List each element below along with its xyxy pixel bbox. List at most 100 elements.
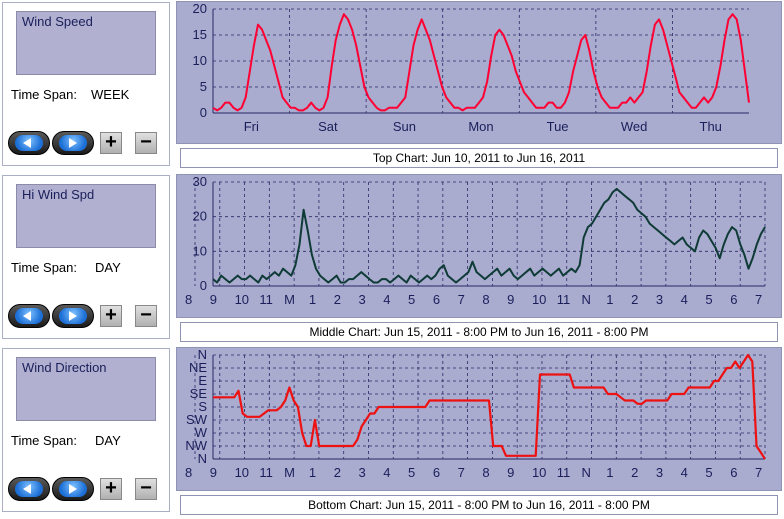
previous-icon xyxy=(23,484,31,494)
zoom-out-button[interactable]: − xyxy=(135,132,157,154)
y-tick-label: 15 xyxy=(193,27,207,42)
x-tick-label: 8 xyxy=(185,465,192,480)
panel-bottom: Wind Direction Time Span: DAY + − xyxy=(2,348,170,512)
x-tick-label: 11 xyxy=(557,465,571,480)
zoom-in-button[interactable]: + xyxy=(100,305,122,327)
time-span-value: DAY xyxy=(95,260,121,275)
y-tick-label: SW xyxy=(186,412,208,427)
y-tick-label: 0 xyxy=(200,278,207,293)
x-tick-label: 10 xyxy=(532,292,546,307)
next-button[interactable] xyxy=(52,304,94,328)
x-tick-label: 5 xyxy=(408,465,415,480)
next-button[interactable] xyxy=(52,131,94,155)
x-tick-label: 11 xyxy=(259,292,273,307)
x-tick-label: 2 xyxy=(631,292,638,307)
time-span-label: Time Span: xyxy=(11,433,77,448)
x-tick-label: 3 xyxy=(358,465,365,480)
y-tick-label: 20 xyxy=(193,2,207,16)
x-tick-label: Sun xyxy=(393,119,416,134)
y-tick-label: NW xyxy=(185,438,207,453)
x-tick-label: M xyxy=(284,465,295,480)
x-tick-label: Wed xyxy=(621,119,648,134)
zoom-in-button[interactable]: + xyxy=(100,478,122,500)
y-tick-label: 30 xyxy=(193,175,207,189)
x-tick-label: Fri xyxy=(244,119,259,134)
chart-selector-middle[interactable]: Hi Wind Spd xyxy=(16,184,156,248)
panel-top: Wind Speed Time Span: WEEK + − xyxy=(2,2,170,166)
x-tick-label: 2 xyxy=(334,292,341,307)
x-tick-label: 11 xyxy=(557,292,571,307)
x-tick-label: 5 xyxy=(408,292,415,307)
x-tick-label: 4 xyxy=(383,292,390,307)
x-tick-label: 1 xyxy=(309,465,316,480)
series-line xyxy=(212,13,750,112)
x-tick-label: 3 xyxy=(358,292,365,307)
chart-selector-top[interactable]: Wind Speed xyxy=(16,11,156,75)
x-tick-label: Tue xyxy=(547,119,569,134)
zoom-in-button[interactable]: + xyxy=(100,132,122,154)
y-tick-label: N xyxy=(198,451,207,466)
x-tick-label: 10 xyxy=(235,465,249,480)
zoom-out-button[interactable]: − xyxy=(135,305,157,327)
x-tick-label: 4 xyxy=(681,292,688,307)
y-tick-label: 20 xyxy=(193,209,207,224)
previous-icon xyxy=(23,138,31,148)
time-span-label: Time Span: xyxy=(11,260,77,275)
top-chart: 0 5 10 15 20 Fri Sat Sun Mon Tue Wed Thu xyxy=(176,1,782,144)
x-tick-label: 7 xyxy=(755,465,762,480)
previous-icon xyxy=(23,311,31,321)
selector-label: Hi Wind Spd xyxy=(22,187,95,202)
x-tick-label: 10 xyxy=(235,292,249,307)
y-tick-label: E xyxy=(198,373,207,388)
x-tick-label: 5 xyxy=(705,465,712,480)
previous-button[interactable] xyxy=(8,477,50,501)
time-span-value: DAY xyxy=(95,433,121,448)
y-tick-label: 5 xyxy=(200,79,207,94)
top-chart-svg: 0 5 10 15 20 Fri Sat Sun Mon Tue Wed Thu xyxy=(193,1,750,134)
x-tick-label: 1 xyxy=(309,292,316,307)
x-tick-label: 10 xyxy=(532,465,546,480)
y-tick-label: 10 xyxy=(193,243,207,258)
x-tick-label: 8 xyxy=(482,465,489,480)
time-span-value: WEEK xyxy=(91,87,130,102)
next-button[interactable] xyxy=(52,477,94,501)
x-tick-label: 8 xyxy=(185,292,192,307)
x-tick-label: 6 xyxy=(433,292,440,307)
chart-selector-bottom[interactable]: Wind Direction xyxy=(16,357,156,421)
x-tick-label: Sat xyxy=(318,119,338,134)
top-chart-caption: Top Chart: Jun 10, 2011 to Jun 16, 2011 xyxy=(180,148,778,168)
x-tick-label: 7 xyxy=(755,292,762,307)
next-icon xyxy=(69,484,77,494)
x-tick-label: 1 xyxy=(606,292,613,307)
selector-label: Wind Speed xyxy=(22,14,93,29)
zoom-out-button[interactable]: − xyxy=(135,478,157,500)
previous-button[interactable] xyxy=(8,304,50,328)
x-tick-label: 6 xyxy=(730,292,737,307)
x-tick-label: M xyxy=(284,292,295,307)
x-tick-label: 7 xyxy=(458,292,465,307)
x-tick-label: 7 xyxy=(458,465,465,480)
x-tick-label: 6 xyxy=(433,465,440,480)
x-tick-label: Thu xyxy=(700,119,722,134)
x-tick-label: 11 xyxy=(259,465,273,480)
x-tick-label: N xyxy=(582,292,591,307)
x-tick-label: 4 xyxy=(681,465,688,480)
previous-button[interactable] xyxy=(8,131,50,155)
time-span-label: Time Span: xyxy=(11,87,77,102)
x-tick-label: 1 xyxy=(606,465,613,480)
y-tick-label: W xyxy=(195,425,208,440)
next-icon xyxy=(69,311,77,321)
bottom-chart: N NW W SW S SE E NE N 8 9 10 11 M 1 2 3 4 5 6 7 8 9 10 11 N 1 2 3 4 5 6… xyxy=(176,347,782,491)
x-tick-label: 5 xyxy=(705,292,712,307)
x-tick-label: 6 xyxy=(730,465,737,480)
x-tick-label: 9 xyxy=(507,465,514,480)
x-tick-label: 2 xyxy=(334,465,341,480)
bottom-chart-caption: Bottom Chart: Jun 15, 2011 - 8:00 PM to … xyxy=(180,495,778,515)
y-tick-label: SE xyxy=(190,386,208,401)
x-tick-label: Mon xyxy=(468,119,493,134)
x-tick-label: 9 xyxy=(210,292,217,307)
x-tick-label: 9 xyxy=(210,465,217,480)
